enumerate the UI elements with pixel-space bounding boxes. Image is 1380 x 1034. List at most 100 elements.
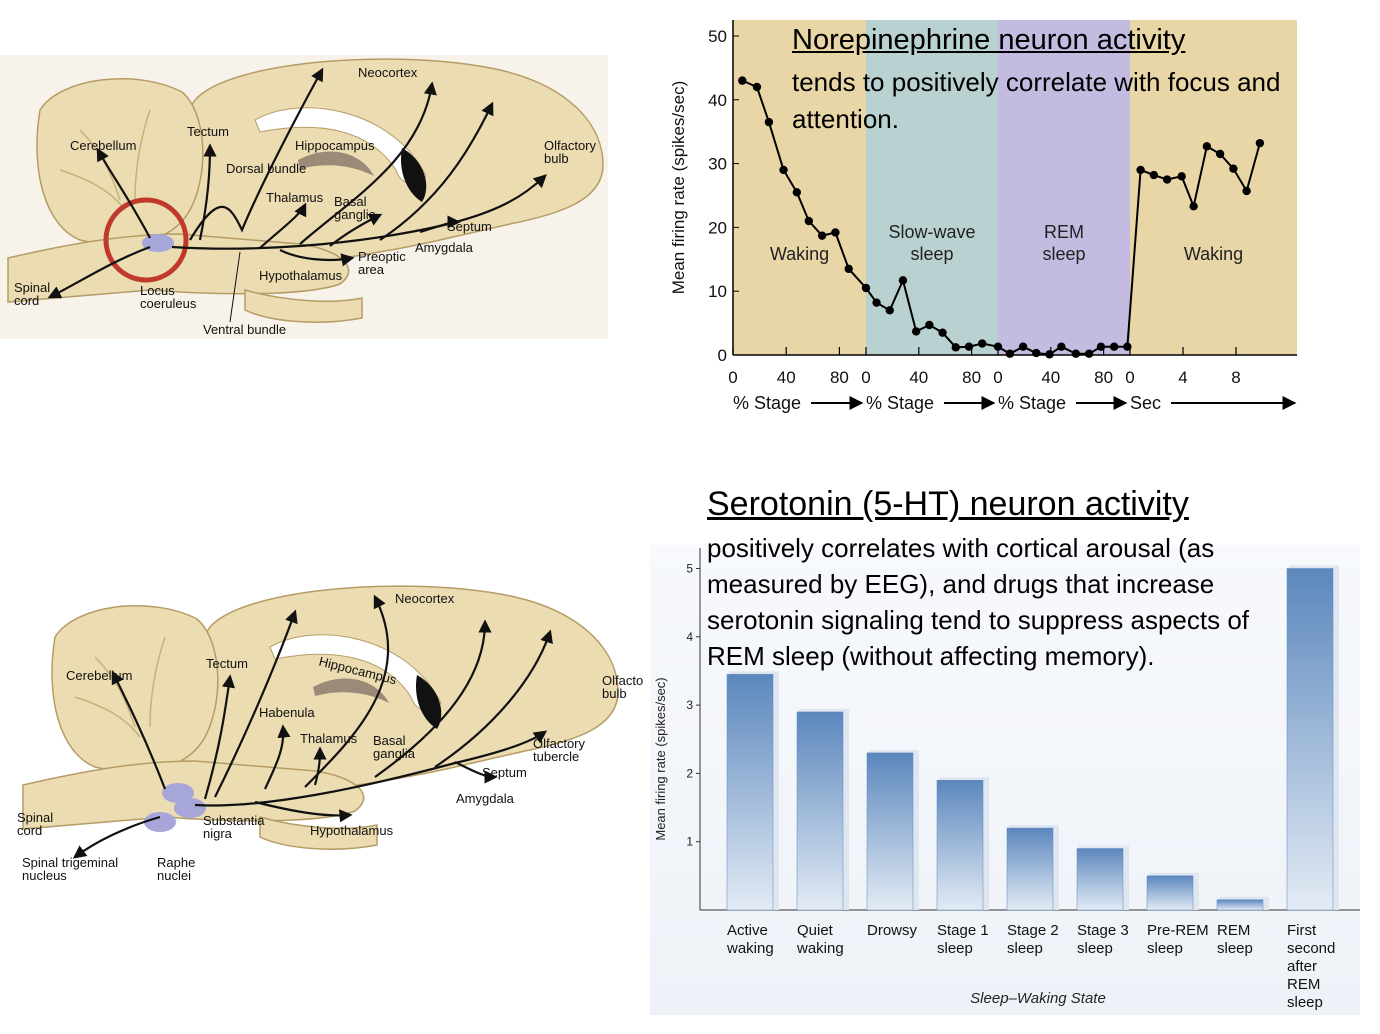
bar bbox=[1286, 568, 1334, 911]
x-tick-label: First second after REM sleep bbox=[1287, 922, 1336, 1011]
label: Amygdala bbox=[456, 791, 514, 806]
line bbox=[741, 79, 1261, 356]
y-axis-title: Mean firing rate (spikes/sec) bbox=[653, 677, 668, 840]
point bbox=[1045, 350, 1054, 359]
x-tick-label: Stage 3 sleep bbox=[1077, 922, 1129, 957]
shape bbox=[254, 800, 353, 823]
shape bbox=[259, 202, 307, 249]
point bbox=[964, 342, 974, 351]
x-tick-label: 8 bbox=[1231, 368, 1240, 387]
x-tick-label: 4 bbox=[1178, 368, 1187, 387]
point bbox=[1057, 342, 1066, 351]
point bbox=[1109, 342, 1119, 351]
point bbox=[1177, 172, 1186, 181]
point bbox=[911, 327, 921, 336]
point bbox=[1018, 342, 1028, 351]
label: Olfacto bulb bbox=[602, 673, 644, 701]
stage-label: Slow-wave sleep bbox=[888, 222, 976, 264]
shape bbox=[263, 724, 291, 790]
x-tick-label: Drowsy bbox=[867, 922, 918, 939]
label: Locus coeruleus bbox=[140, 283, 197, 311]
shape bbox=[304, 594, 390, 788]
bar bbox=[1006, 827, 1054, 911]
ne-projections bbox=[47, 67, 547, 323]
label: Neocortex bbox=[358, 65, 418, 80]
x-tick-label: REM sleep bbox=[1217, 922, 1253, 957]
point bbox=[1189, 202, 1198, 211]
x-tick-label: 0 bbox=[861, 368, 870, 387]
label: Basal ganglia bbox=[373, 733, 415, 761]
bar bbox=[936, 779, 984, 911]
x-tick-label: Active waking bbox=[727, 922, 774, 957]
point bbox=[898, 276, 908, 285]
shape bbox=[72, 815, 161, 859]
y-tick-label: 30 bbox=[708, 155, 727, 174]
x-tick-label: 40 bbox=[777, 368, 796, 387]
label: Hypothalamus bbox=[310, 823, 394, 838]
shape bbox=[329, 213, 383, 247]
shape bbox=[171, 174, 547, 250]
y-tick-label: 40 bbox=[708, 91, 727, 110]
point bbox=[792, 188, 802, 197]
x-tick-label: Quiet waking bbox=[797, 922, 844, 957]
point bbox=[1005, 349, 1015, 358]
label: Dorsal bundle bbox=[226, 161, 307, 176]
point bbox=[1084, 349, 1094, 358]
point bbox=[861, 283, 871, 293]
x-tick-label: 80 bbox=[962, 368, 981, 387]
point bbox=[752, 82, 762, 92]
x-tick-label: 80 bbox=[1094, 368, 1113, 387]
point bbox=[1071, 349, 1081, 358]
shape bbox=[96, 147, 151, 239]
point bbox=[1136, 165, 1145, 175]
label: Thalamus bbox=[300, 731, 358, 746]
annotation: positively correlates with cortical arou… bbox=[707, 533, 1250, 671]
shape bbox=[203, 674, 236, 800]
x-tick-label: 40 bbox=[1041, 368, 1060, 387]
stage-band bbox=[733, 20, 866, 355]
shape bbox=[189, 67, 324, 241]
y-tick-label: 5 bbox=[686, 561, 693, 575]
bar bbox=[866, 752, 914, 911]
point bbox=[1242, 186, 1251, 196]
y-tick-label: 3 bbox=[686, 698, 693, 712]
label: Hippocampus bbox=[295, 138, 375, 153]
label: Neocortex bbox=[395, 591, 455, 606]
shape bbox=[279, 249, 355, 267]
bar bbox=[1146, 875, 1194, 911]
label: Raphe nuclei bbox=[157, 855, 196, 883]
shape bbox=[374, 619, 492, 778]
stage-band bbox=[866, 20, 998, 355]
shape bbox=[194, 730, 548, 807]
label: Cerebellum bbox=[66, 668, 133, 683]
point bbox=[938, 328, 947, 337]
label: Spinal cord bbox=[14, 280, 51, 308]
x-tick-label: Stage 1 sleep bbox=[937, 922, 989, 957]
point bbox=[764, 117, 774, 127]
x-tick-label: Stage 2 sleep bbox=[1007, 922, 1059, 957]
bar bbox=[796, 711, 844, 911]
point bbox=[925, 320, 934, 330]
point bbox=[804, 216, 814, 226]
label: Basal ganglia bbox=[334, 194, 376, 222]
highlight-circle bbox=[103, 197, 189, 283]
shape bbox=[111, 670, 167, 790]
point bbox=[977, 339, 987, 348]
point bbox=[1096, 342, 1106, 351]
bar bbox=[726, 674, 774, 911]
label: Spinal trigeminal nucleus bbox=[22, 855, 119, 883]
label: Olfactory bulb bbox=[544, 138, 597, 166]
label: Ventral bundle bbox=[203, 322, 287, 337]
point bbox=[1202, 142, 1212, 151]
y-tick-label: 20 bbox=[708, 218, 727, 237]
label: Amygdala bbox=[415, 240, 473, 255]
point bbox=[1162, 175, 1172, 184]
raphe bbox=[174, 798, 206, 818]
shape bbox=[419, 215, 461, 234]
bar bbox=[1216, 899, 1264, 911]
label: Thalamus bbox=[266, 190, 324, 205]
brain-diagram-2 bbox=[22, 585, 619, 859]
shape bbox=[299, 81, 437, 245]
label: Tectum bbox=[187, 124, 229, 139]
